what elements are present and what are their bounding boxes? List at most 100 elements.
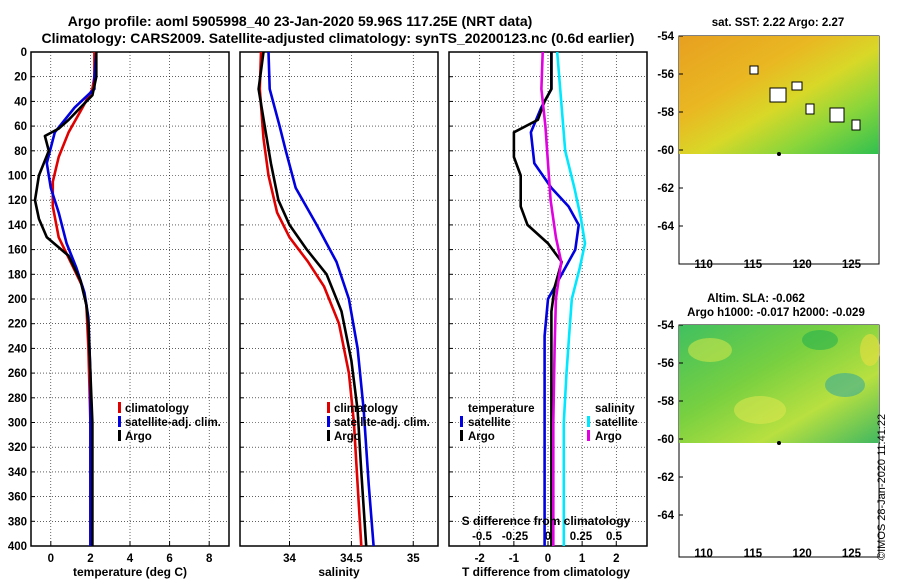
depth-tick-label: 40 — [14, 96, 27, 108]
depth-tick-label: 280 — [8, 393, 27, 405]
sla-map-subtitle: Argo h1000: -0.017 h2000: -0.029 — [687, 307, 865, 319]
series-line-climatology — [258, 51, 363, 547]
argo-location-marker — [777, 441, 781, 445]
x-tick-label: 2 — [613, 553, 619, 565]
salinity-x-label: salinity — [318, 565, 360, 579]
legend-label-climatology: climatology — [334, 403, 399, 415]
legend-swatch-argo — [118, 430, 121, 441]
depth-tick-label: 180 — [8, 269, 27, 281]
series-line-argo — [33, 52, 98, 546]
legend-swatch-climatology — [118, 402, 121, 413]
sst-map: sat. SST: 2.22 Argo: 2.27 -54 -56 -58 -60 -6… — [657, 17, 880, 271]
x-tick-label: 35 — [407, 553, 420, 565]
legend-swatch-t-satellite — [460, 416, 463, 427]
s-difference-x-label: S difference from climatology — [462, 514, 631, 528]
legend-label-s-satellite: satellite — [595, 417, 638, 429]
lat-tick-label: -58 — [657, 396, 674, 408]
series-line-salinity-satellite — [555, 51, 587, 546]
lat-tick-label: -54 — [657, 320, 674, 332]
lon-tick-label: 115 — [744, 548, 763, 560]
lat-tick-label: -64 — [657, 221, 674, 233]
legend-title-salinity: salinity — [595, 403, 635, 415]
lat-tick-label: -60 — [657, 145, 674, 157]
legend-label-satellite: satellite-adj. clim. — [334, 417, 430, 429]
sst-map-title: sat. SST: 2.22 Argo: 2.27 — [712, 17, 845, 29]
land-patches — [749, 65, 861, 131]
lon-tick-label: 125 — [842, 548, 862, 560]
depth-tick-label: 60 — [14, 121, 27, 133]
x-tick-label: 2 — [87, 553, 93, 565]
lon-tick-label: 110 — [694, 548, 713, 560]
depth-tick-label: 100 — [8, 171, 27, 183]
legend-title-temperature: temperature — [468, 403, 534, 415]
lon-tick-label: 115 — [744, 259, 763, 271]
x-tick-label: -2 — [475, 553, 485, 565]
depth-tick-label: 340 — [8, 467, 27, 479]
series-line-satellite-adj-clim- — [267, 51, 375, 547]
lat-tick-label: -62 — [657, 472, 674, 484]
depth-tick-label: 300 — [8, 418, 27, 430]
sla-texture — [688, 330, 880, 424]
temperature-legend: climatology satellite-adj. clim. Argo — [118, 402, 221, 443]
series-line-salinity-argo — [540, 51, 563, 546]
legend-swatch-t-argo — [460, 430, 463, 441]
depth-tick-label: 220 — [8, 319, 27, 331]
lat-tick-label: -56 — [657, 69, 674, 81]
legend-label-argo: Argo — [125, 431, 152, 443]
x-tick-label: 4 — [127, 553, 134, 565]
x-tick-label: 1 — [579, 553, 586, 565]
x2-tick-label: -0.5 — [472, 531, 492, 543]
legend-label-climatology: climatology — [125, 403, 190, 415]
lat-tick-label: -58 — [657, 107, 674, 119]
depth-tick-label: 240 — [8, 343, 27, 355]
argo-location-marker — [777, 152, 781, 156]
sla-map: Altim. SLA: -0.062 Argo h1000: -0.017 h2… — [657, 293, 880, 560]
difference-panel: -2 -1 0 1 2 -0.5 -0.25 0 0.25 0.5 T difference f… — [448, 51, 648, 579]
salinity-panel: 34 34.5 35 salinity climatology satellite-… — [239, 51, 439, 579]
difference-legend: temperature satellite Argo salinity sate… — [460, 403, 638, 443]
x2-tick-label: 0.25 — [570, 531, 593, 543]
depth-tick-label: 320 — [8, 442, 27, 454]
depth-tick-label: 400 — [8, 541, 27, 553]
x-tick-label: 0 — [545, 553, 551, 565]
lon-tick-label: 125 — [842, 259, 862, 271]
lon-tick-label: 110 — [694, 259, 713, 271]
legend-swatch-satellite — [118, 416, 121, 427]
legend-label-s-argo: Argo — [595, 431, 622, 443]
legend-label-satellite: satellite-adj. clim. — [125, 417, 221, 429]
lon-tick-label: 120 — [793, 259, 812, 271]
legend-swatch-argo — [327, 430, 330, 441]
x-tick-label: -1 — [509, 553, 520, 565]
legend-label-t-argo: Argo — [468, 431, 495, 443]
temperature-x-label: temperature (deg C) — [73, 565, 187, 579]
depth-tick-label: 120 — [8, 195, 27, 207]
depth-tick-label: 80 — [14, 146, 27, 158]
depth-tick-label: 380 — [8, 516, 27, 528]
x-tick-label: 6 — [166, 553, 172, 565]
legend-label-t-satellite: satellite — [468, 417, 511, 429]
salinity-legend: climatology satellite-adj. clim. Argo — [327, 402, 430, 443]
x2-tick-label: 0.5 — [606, 531, 623, 543]
legend-swatch-s-argo — [587, 430, 590, 441]
lat-tick-label: -60 — [657, 434, 674, 446]
imos-credit: ©IMOS 28-Jan-2020 11:41:22 — [876, 413, 888, 560]
depth-tick-label: 160 — [8, 245, 27, 257]
legend-swatch-satellite — [327, 416, 330, 427]
figure-title-line1: Argo profile: aoml 5905998_40 23-Jan-202… — [68, 13, 533, 29]
t-difference-x-label: T difference from climatology — [462, 565, 630, 579]
x2-tick-label: -0.25 — [502, 531, 529, 543]
lon-tick-label: 120 — [793, 548, 812, 560]
depth-tick-label: 200 — [8, 294, 27, 306]
depth-tick-label: 260 — [8, 368, 27, 380]
depth-tick-label: 360 — [8, 492, 27, 504]
depth-tick-label: 140 — [8, 220, 27, 232]
depth-tick-label: 0 — [21, 47, 27, 59]
x-tick-label: 34 — [283, 553, 296, 565]
lat-tick-label: -54 — [657, 31, 674, 43]
x-tick-label: 34.5 — [340, 553, 363, 565]
lat-tick-label: -56 — [657, 358, 674, 370]
sla-map-title: Altim. SLA: -0.062 — [707, 293, 805, 305]
temperature-panel: 0204060801001201401601802002202402602803… — [8, 47, 230, 579]
x2-tick-label: 0 — [545, 531, 551, 543]
